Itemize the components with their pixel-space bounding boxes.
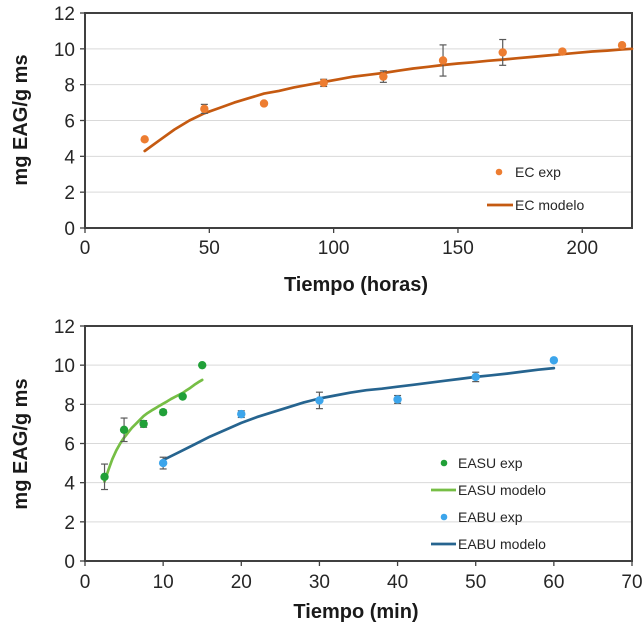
legend-label-eabu-modelo: EABU modelo (458, 536, 546, 552)
x-tick-label-50: 50 (465, 572, 486, 593)
legend: EC exp EC modelo (487, 164, 584, 213)
legend-item-eabu-exp: EABU exp (440, 509, 523, 525)
legend-item-eabu-modelo: EABU modelo (431, 536, 546, 552)
x-tick-label-30: 30 (309, 572, 330, 593)
y-tick-label-12: 12 (54, 4, 75, 25)
data-point-ec-exp (319, 78, 328, 88)
data-point-eabu-exp (158, 458, 168, 468)
series-ec-exp-points (140, 38, 627, 144)
x-axis-title-ec: Tiempo (horas) (284, 274, 428, 296)
y-tick-label-4: 4 (64, 474, 75, 495)
data-point-easu-exp (100, 472, 109, 481)
y-tick-label-0: 0 (64, 219, 75, 240)
data-point-eabu-exp (315, 396, 324, 405)
series-ec-modelo-line (143, 47, 634, 153)
plot-area-ec: 0 50 100 150 200 0 2 4 6 8 10 12 EC exp EC modelo (54, 4, 634, 259)
legend-marker-easu-exp (440, 459, 448, 467)
legend-item-easu-modelo: EASU modelo (431, 482, 546, 498)
chart-easu-eabu-min: 0 10 20 30 40 50 60 70 0 2 4 6 8 10 12 EASU exp EASU mod… (10, 317, 643, 623)
plot-border (84, 12, 633, 229)
y-tick-label-2: 2 (64, 183, 75, 204)
data-point-ec-exp (438, 56, 448, 65)
legend-item-ec-modelo: EC modelo (487, 197, 584, 213)
data-point-ec-exp (140, 135, 149, 144)
data-point-eabu-exp (393, 395, 402, 404)
y-tick-label-10: 10 (54, 40, 75, 61)
data-point-ec-exp (200, 104, 209, 114)
legend-label-easu-modelo: EASU modelo (458, 482, 546, 498)
data-point-easu-exp (119, 425, 129, 434)
chart-ec-horas: 0 50 100 150 200 0 2 4 6 8 10 12 EC exp EC modelo mg … (10, 4, 634, 296)
y-tick-label-12: 12 (54, 317, 75, 338)
series-eabu-exp-points (158, 356, 559, 470)
y-axis-title-ec: mg EAG/g ms (10, 54, 32, 185)
legend-marker-eabu-exp (440, 513, 448, 521)
data-point-ec-exp (498, 48, 507, 57)
legend-marker-ec-exp (495, 168, 503, 176)
data-point-eabu-exp (471, 372, 480, 382)
y-tick-label-8: 8 (64, 76, 75, 97)
x-tick-label-40: 40 (387, 572, 408, 593)
legend-item-ec-exp: EC exp (495, 164, 561, 180)
data-point-ec-exp (558, 47, 567, 56)
y-tick-label-6: 6 (64, 435, 75, 456)
y-tick-label-6: 6 (64, 112, 75, 133)
x-tick-label-50: 50 (199, 238, 220, 259)
x-axis-title-1: Tiempo (min) (293, 601, 418, 623)
data-point-ec-exp (617, 41, 627, 50)
plot-area-1: 0 10 20 30 40 50 60 70 0 2 4 6 8 10 12 EASU exp EASU mod… (54, 317, 643, 593)
x-tick-label-10: 10 (153, 572, 174, 593)
plot-border (84, 325, 633, 562)
data-point-eabu-exp (549, 356, 559, 365)
data-point-easu-exp (139, 419, 148, 429)
data-point-easu-exp (158, 407, 168, 417)
x-tick-label-0: 0 (80, 572, 91, 593)
x-tick-label-200: 200 (566, 238, 598, 259)
legend: EASU exp EASU modelo EABU exp EABU modelo (431, 455, 546, 552)
x-tick-label-150: 150 (442, 238, 474, 259)
data-point-ec-exp (259, 99, 269, 108)
data-point-easu-exp (178, 392, 187, 401)
x-tick-label-20: 20 (231, 572, 252, 593)
y-tick-label-0: 0 (64, 552, 75, 573)
x-tick-label-60: 60 (543, 572, 564, 593)
y-tick-label-2: 2 (64, 513, 75, 534)
legend-label-eabu-exp: EABU exp (458, 509, 523, 525)
y-tick-label-4: 4 (64, 147, 75, 168)
series-easu-exp-points (100, 360, 207, 491)
legend-label-ec-modelo: EC modelo (515, 197, 584, 213)
y-tick-label-10: 10 (54, 356, 75, 377)
legend-label-easu-exp: EASU exp (458, 455, 523, 471)
data-point-eabu-exp (237, 409, 246, 419)
x-tick-label-70: 70 (621, 572, 642, 593)
y-axis-title-1: mg EAG/g ms (10, 378, 32, 509)
x-tick-label-0: 0 (80, 238, 91, 259)
legend-item-easu-exp: EASU exp (440, 455, 523, 471)
x-tick-label-100: 100 (318, 238, 350, 259)
legend-label-ec-exp: EC exp (515, 164, 561, 180)
data-point-ec-exp (379, 72, 388, 81)
y-tick-label-8: 8 (64, 395, 75, 416)
series-eabu-modelo-line (161, 366, 556, 462)
series-easu-modelo-line (103, 378, 204, 484)
data-point-easu-exp (198, 360, 207, 370)
